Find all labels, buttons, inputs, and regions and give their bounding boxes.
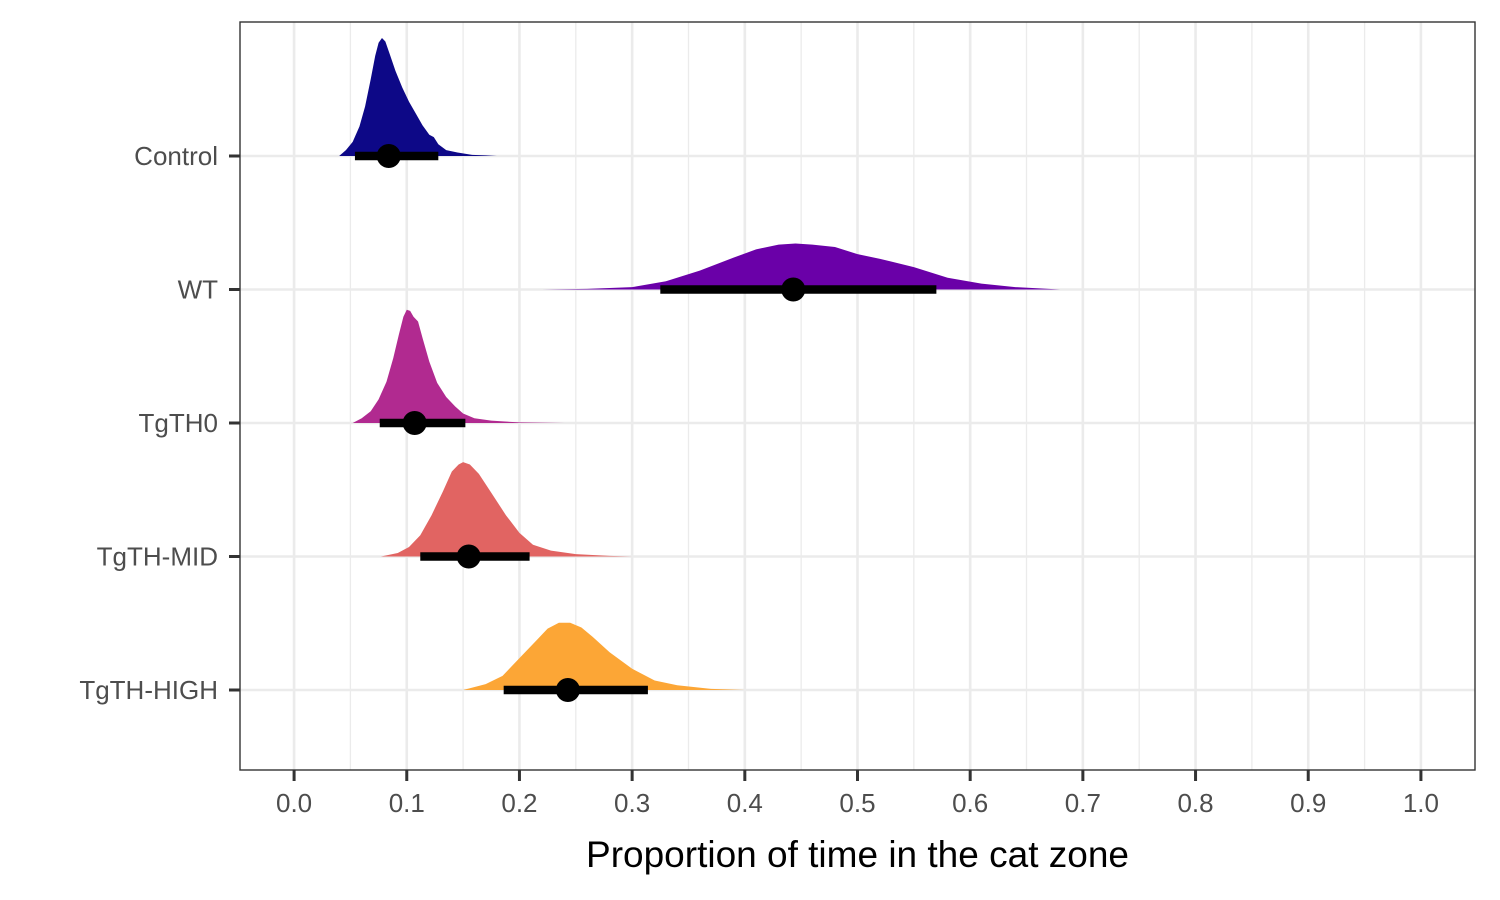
x-axis: 0.0 0.1 0.2 0.3 0.4 0.5 0.6 0.7 0.8 0.9 1.0 [276,770,1439,818]
x-tick-label: 0.7 [1065,788,1101,818]
density-tgth-mid [380,462,633,557]
density-control [339,38,497,156]
y-tick-label: Control [134,141,218,171]
x-tick-label: 0.0 [276,788,312,818]
density-tgth0 [352,309,565,423]
density-layer [339,38,1061,690]
x-tick-label: 0.5 [839,788,875,818]
x-tick-label: 0.2 [501,788,537,818]
y-axis: Control WT TgTH0 TgTH-MID TgTH-HIGH [79,141,240,705]
point-control [376,144,401,168]
x-tick-label: 0.3 [614,788,650,818]
y-tick-label: TgTH-HIGH [79,675,218,705]
x-tick-label: 0.8 [1177,788,1213,818]
point-tgth-high [555,678,580,702]
x-tick-label: 0.9 [1290,788,1326,818]
point-tgth-mid [456,544,481,569]
y-tick-label: WT [178,275,219,305]
y-tick-label: TgTH0 [139,408,218,438]
x-tick-label: 0.6 [952,788,988,818]
interval-layer [354,144,937,702]
x-tick-label: 0.1 [389,788,425,818]
point-tgth0 [402,411,427,435]
density-wt [541,243,1061,290]
x-tick-label: 0.4 [727,788,763,818]
x-tick-label: 1.0 [1403,788,1439,818]
density-tgth-high [463,622,745,690]
y-tick-label: TgTH-MID [97,542,218,572]
minor-gridlines [349,22,1366,770]
point-wt [781,277,806,302]
x-axis-title: Proportion of time in the cat zone [586,834,1129,875]
